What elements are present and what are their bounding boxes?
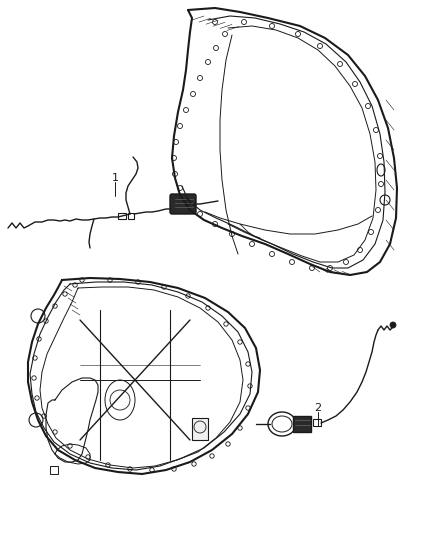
FancyBboxPatch shape xyxy=(118,213,126,219)
FancyBboxPatch shape xyxy=(293,416,311,432)
Text: 1: 1 xyxy=(112,173,119,183)
FancyBboxPatch shape xyxy=(50,466,58,474)
Text: 2: 2 xyxy=(314,403,321,413)
FancyBboxPatch shape xyxy=(192,418,208,440)
FancyBboxPatch shape xyxy=(170,194,196,214)
FancyBboxPatch shape xyxy=(128,213,134,219)
Circle shape xyxy=(390,322,396,328)
FancyBboxPatch shape xyxy=(313,419,321,426)
